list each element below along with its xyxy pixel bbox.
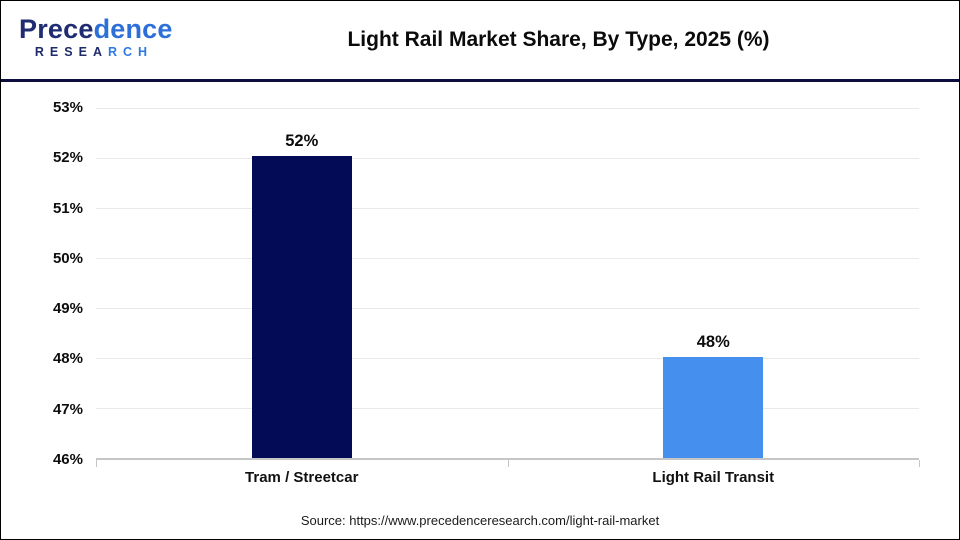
gridline	[96, 208, 919, 209]
bar-value-label: 52%	[285, 132, 319, 151]
x-axis-tick-mark	[919, 460, 920, 467]
source-text: Source: https://www.precedenceresearch.c…	[300, 513, 660, 528]
gridline	[96, 258, 919, 259]
y-axis-tick-label: 52%	[52, 149, 83, 167]
bar	[251, 156, 352, 458]
y-axis-tick-label: 49%	[52, 300, 83, 318]
gridline	[96, 108, 919, 109]
y-axis-tick-label: 46%	[52, 451, 83, 468]
y-axis-tick-label: 47%	[52, 400, 83, 418]
gridline	[96, 158, 919, 159]
y-axis-tick-label: 50%	[52, 249, 83, 267]
y-axis: 53% 52% 51% 50% 49% 48% 47% 46%	[19, 99, 83, 468]
x-axis-tick-label: Light Rail Transit	[652, 469, 775, 486]
gridline	[96, 408, 919, 409]
bar	[663, 357, 764, 458]
logo-wordmark-right: dence	[93, 14, 173, 44]
x-axis-tick-mark	[507, 460, 509, 467]
gridline	[96, 358, 919, 359]
logo-subtitle-right: RCH	[107, 45, 154, 59]
y-axis-tick-label: 48%	[52, 350, 83, 368]
logo-subtitle: RESEARCH	[19, 45, 169, 60]
bar-value-label: 48%	[696, 333, 730, 352]
precedence-research-logo: Precedence RESEARCH	[19, 14, 172, 60]
plot-area: 52% 48%	[96, 108, 920, 467]
y-axis-tick-label: 53%	[52, 99, 83, 116]
logo-subtitle-left: RESEA	[34, 45, 108, 59]
header: Precedence RESEARCH Light Rail Market Sh…	[1, 1, 959, 79]
gridline	[96, 308, 919, 309]
logo-wordmark-left: Prece	[19, 14, 94, 44]
logo-wordmark: Precedence	[19, 14, 172, 44]
chart-title: Light Rail Market Share, By Type, 2025 (…	[347, 28, 770, 51]
x-axis-tick-label: Tram / Streetcar	[245, 469, 359, 486]
header-divider	[1, 79, 959, 82]
y-axis-tick-label: 51%	[52, 199, 83, 217]
x-axis: Tram / Streetcar Light Rail Transit	[96, 469, 919, 491]
x-axis-tick-mark	[96, 460, 97, 467]
